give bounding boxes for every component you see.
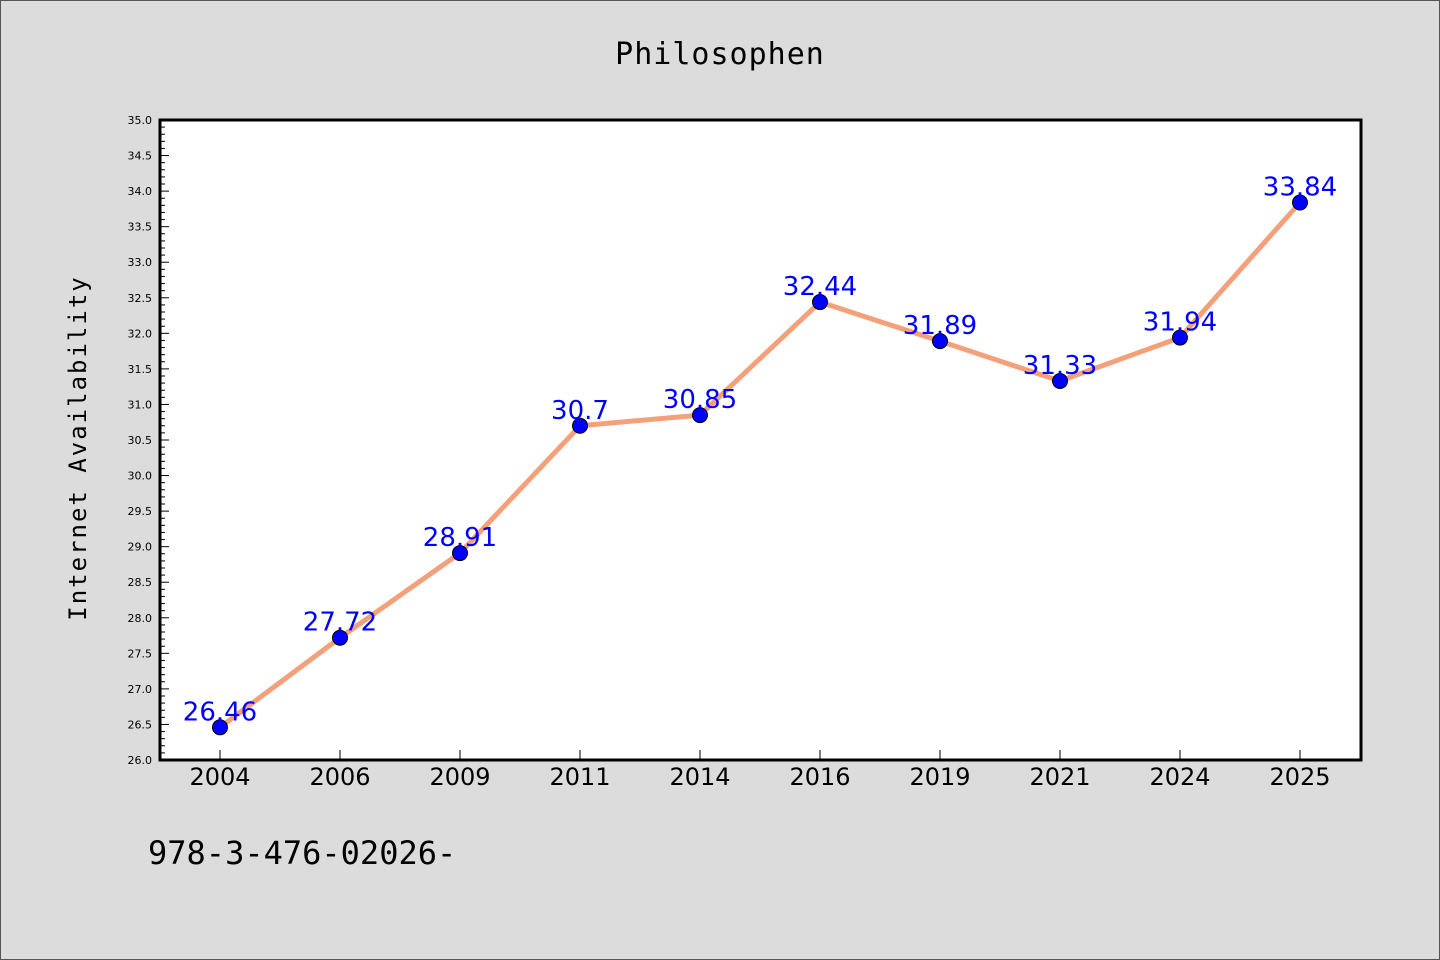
y-tick-label: 35.0: [128, 114, 153, 127]
series-line: [217, 199, 1303, 730]
y-tick-label: 27.5: [128, 647, 153, 660]
data-label: 26.46: [183, 697, 257, 727]
y-tick-label: 27.0: [128, 683, 153, 696]
y-tick-label: 28.0: [128, 612, 153, 625]
x-tick-label: 2011: [549, 763, 610, 791]
data-point: [932, 333, 948, 350]
chart-title: Philosophen: [615, 37, 825, 72]
data-point: [692, 407, 708, 424]
footer-isbn-text: 978-3-476-02026-: [148, 834, 456, 872]
y-tick-label: 29.5: [128, 505, 153, 518]
x-tick-label: 2004: [189, 763, 250, 791]
x-tick-label: 2009: [429, 763, 490, 791]
plot-area: [158, 118, 1363, 762]
y-tick-label: 33.0: [128, 256, 153, 269]
y-tick-label: 33.5: [128, 221, 153, 234]
x-tick-label: 2021: [1029, 763, 1090, 791]
y-tick-label: 34.5: [128, 150, 153, 163]
x-tick-label: 2014: [669, 763, 730, 791]
y-tick-label: 28.5: [128, 576, 153, 589]
y-tick-label: 30.5: [128, 434, 153, 447]
y-tick-label: 29.0: [128, 541, 153, 554]
y-tick-label: 32.0: [128, 327, 153, 340]
data-label: 27.72: [303, 608, 377, 638]
data-label: 31.94: [1143, 308, 1217, 338]
data-label: 33.84: [1263, 172, 1337, 202]
y-tick-label: 26.0: [128, 754, 153, 767]
data-label: 31.33: [1023, 351, 1097, 381]
x-tick-label: 2016: [789, 763, 850, 791]
y-tick-label: 26.5: [128, 718, 153, 731]
data-label: 28.91: [423, 523, 497, 553]
data-label: 30.85: [663, 385, 737, 415]
x-tick-label: 2006: [309, 763, 370, 791]
y-tick-label: 31.0: [128, 398, 153, 411]
data-point: [812, 294, 828, 311]
data-label: 32.44: [783, 272, 857, 302]
y-tick-label: 34.0: [128, 185, 153, 198]
data-point: [1292, 194, 1308, 211]
data-label: 30.7: [551, 396, 609, 426]
x-tick-label: 2024: [1149, 763, 1210, 791]
y-tick-label: 31.5: [128, 363, 153, 376]
data-point: [1172, 329, 1188, 346]
y-axis-label: Internet Availability: [64, 275, 92, 620]
y-tick-label: 32.5: [128, 292, 153, 305]
data-point: [1052, 372, 1068, 389]
y-tick-label: 30.0: [128, 470, 153, 483]
y-axis: 26.0 26.5 27.0 27.5 28.0 28.5 29.0 29.5 30.0 30.5…: [128, 114, 169, 767]
x-tick-label: 2025: [1269, 763, 1330, 791]
data-point: [452, 545, 468, 562]
x-axis: 2004 2006 2009 2011 2014 2016 2019 2021 2024 2025: [189, 750, 1331, 791]
data-label: 31.89: [903, 311, 977, 341]
data-point: [572, 417, 588, 434]
x-tick-label: 2019: [909, 763, 970, 791]
data-point: [332, 629, 348, 646]
data-point: [212, 719, 228, 736]
series-line-group: 26.46 27.72 28.91 30.7 30.85 32.44 31.89 31.33 3…: [183, 172, 1337, 736]
